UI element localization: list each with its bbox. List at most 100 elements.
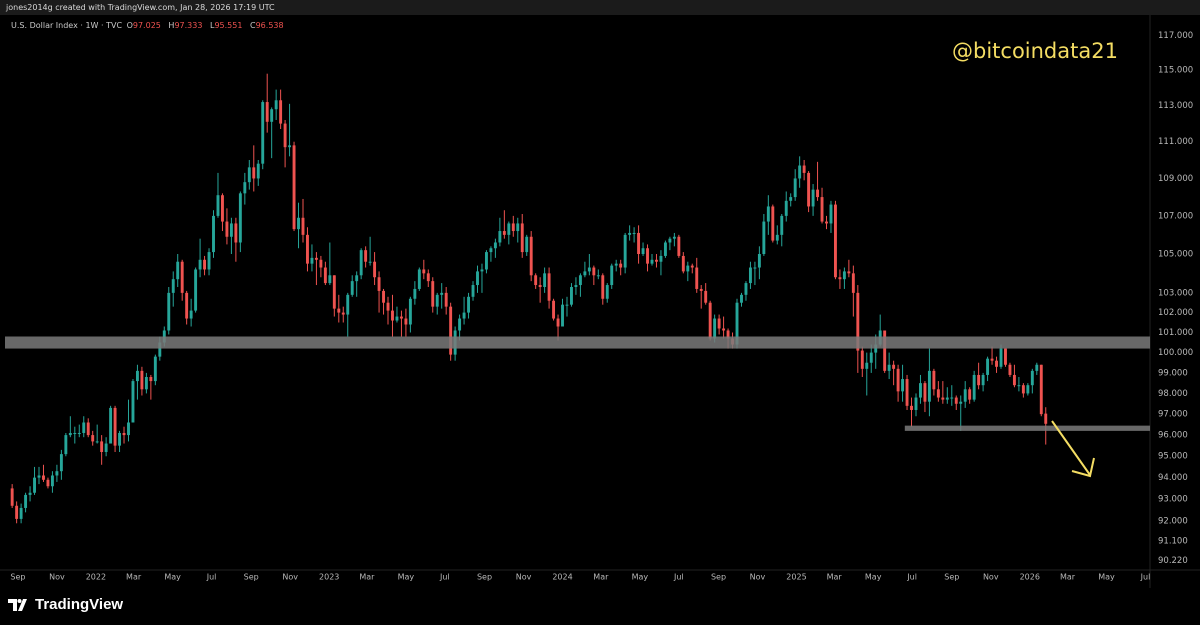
x-tick-label: May [1098, 573, 1115, 582]
candle-body [995, 360, 998, 367]
candle-body [811, 189, 815, 207]
candle-body [140, 370, 144, 390]
candle-body [431, 281, 435, 307]
candle-body [883, 330, 887, 371]
x-tick-label: Jul [206, 573, 217, 582]
candle-body [695, 267, 699, 289]
candle-body [874, 344, 878, 353]
candle-body [672, 236, 676, 239]
x-tick-label: May [398, 573, 415, 582]
candle-body [766, 206, 770, 222]
x-tick-label: Mar [593, 573, 609, 582]
candle-body [194, 269, 198, 311]
candle-body [225, 221, 229, 237]
candle-body [314, 257, 318, 260]
brand-name: TradingView [35, 596, 124, 613]
x-tick-label: May [632, 573, 649, 582]
candle-body [64, 435, 68, 455]
candle-body [332, 275, 336, 309]
candle-body [100, 441, 104, 452]
candle-body [270, 109, 274, 122]
candle-body [180, 261, 184, 293]
candle-body [927, 370, 931, 402]
candle-body [663, 242, 667, 256]
candle-body [328, 275, 332, 284]
candle-body [252, 167, 256, 179]
candle-body [646, 248, 649, 264]
candle-body [422, 269, 426, 274]
candle-body [748, 267, 752, 284]
y-tick-label: 99.000 [1158, 368, 1188, 378]
candle-body [426, 273, 430, 282]
candle-body [914, 397, 918, 410]
candle-body [650, 259, 654, 264]
candle-body [941, 397, 945, 400]
y-tick-label: 103.000 [1158, 288, 1193, 298]
legend-key: H [168, 21, 175, 30]
candle-body [556, 318, 560, 327]
candle-body [968, 389, 972, 400]
candle-body [856, 292, 860, 351]
candle-body [153, 356, 157, 382]
candle-body [55, 471, 59, 476]
y-tick-label: 101.000 [1158, 328, 1193, 338]
x-tick-label: Jul [1140, 573, 1151, 582]
candle-body [892, 364, 896, 369]
candle-body [480, 269, 484, 272]
candle-body [945, 397, 949, 400]
candle-body [628, 232, 632, 235]
candle-body [288, 145, 292, 148]
legend-value: 97.025 [132, 21, 161, 30]
x-tick-label: Sep [477, 573, 492, 582]
candle-body [552, 300, 556, 319]
candle-body [950, 397, 954, 399]
candle-body [118, 432, 121, 446]
candle-body [842, 271, 846, 280]
candle-body [131, 381, 135, 423]
candle-body [323, 267, 327, 284]
candle-body [377, 277, 381, 291]
candle-body [520, 223, 524, 253]
level-zone [5, 336, 1150, 349]
candle-body [829, 204, 833, 224]
x-tick-label: Nov [516, 573, 532, 582]
candle-body [189, 310, 193, 319]
candle-body [578, 275, 582, 286]
candle-body [489, 248, 493, 253]
candle-body [198, 259, 202, 270]
candle-body [95, 441, 99, 443]
candle-body [529, 236, 533, 276]
candle-body [847, 271, 851, 274]
candle-body [274, 100, 278, 110]
candle-body [238, 193, 242, 243]
candle-body [104, 443, 108, 452]
candle-body [954, 397, 958, 404]
candle-body [887, 364, 891, 371]
candle-body [865, 362, 869, 369]
candle-body [1004, 348, 1007, 365]
candle-body [825, 221, 828, 224]
x-tick-label: Mar [1060, 573, 1076, 582]
candle-body [1044, 413, 1048, 424]
candle-body [583, 271, 587, 276]
candle-body [740, 294, 743, 303]
candle-body [91, 435, 95, 442]
candle-body [50, 475, 54, 487]
candle-body [301, 217, 305, 235]
candle-body [905, 379, 909, 406]
candle-body [247, 167, 251, 183]
candle-body [959, 401, 963, 404]
candle-body [592, 267, 596, 276]
candle-body [68, 432, 72, 436]
y-tick-label: 117.000 [1158, 31, 1193, 41]
candle-body [306, 234, 309, 264]
candle-body [838, 277, 842, 280]
candle-body [744, 283, 748, 295]
candle-body [923, 383, 927, 402]
candle-body [543, 273, 547, 287]
candle-body [167, 292, 171, 331]
candle-body [86, 422, 90, 436]
x-tick-label: Sep [944, 573, 959, 582]
candle-body [171, 279, 175, 293]
candle-body [507, 223, 511, 235]
